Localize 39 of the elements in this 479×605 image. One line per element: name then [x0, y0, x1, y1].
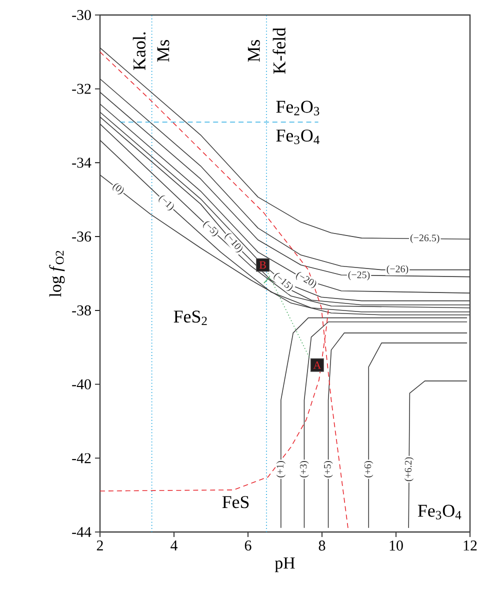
y-tick-label: -42: [72, 453, 91, 464]
annotation: K-feld: [272, 28, 286, 74]
annotation: FeS: [222, 496, 249, 508]
annotation: (−25): [348, 271, 370, 280]
annotation: Fe$_{3}$O$_{4}$: [276, 130, 320, 144]
annotation: (+6.2): [404, 457, 414, 482]
y-tick-label: -30: [72, 10, 91, 20]
y-axis-title: log f$_{O2}$: [49, 250, 65, 297]
annotation: (0): [112, 184, 124, 194]
annotation: (−26): [386, 265, 408, 274]
x-tick-label: 2: [96, 540, 103, 550]
x-tick-label: 8: [318, 540, 326, 551]
annotation: Fe$_{3}$O$_{4}$: [418, 504, 462, 520]
x-tick-label: 10: [390, 540, 403, 551]
annotation: Ms: [248, 40, 260, 62]
annotation: FeS$_{2}$: [174, 310, 207, 326]
annotation: (−1): [158, 196, 174, 210]
x-tick-label: 4: [170, 540, 178, 550]
annotation: (−26.5): [410, 234, 440, 244]
y-tick-label: -34: [72, 158, 92, 168]
series-label: B: [259, 261, 266, 269]
y-tick-label: -32: [72, 84, 91, 94]
y-tick-label: -44: [72, 527, 92, 537]
annotation: Ms: [157, 40, 170, 62]
annotation: (+3): [300, 461, 309, 478]
annotation: (−20): [296, 272, 316, 288]
annotation: (−5): [203, 221, 218, 236]
annotation: Fe$_{2}$O$_{3}$: [276, 100, 320, 116]
annotation: (+6): [364, 461, 374, 478]
annotation: (+1): [276, 461, 286, 478]
annotation: (+5): [324, 461, 333, 478]
series-label: A: [313, 361, 322, 369]
x-axis-title: pH: [274, 557, 295, 572]
y-tick-label: -36: [72, 232, 92, 242]
annotation: Kaol.: [132, 32, 146, 70]
x-tick-label: 6: [244, 540, 252, 551]
y-tick-label: -40: [72, 379, 91, 390]
y-tick-label: -38: [72, 305, 91, 316]
x-tick-label: 12: [464, 540, 477, 550]
